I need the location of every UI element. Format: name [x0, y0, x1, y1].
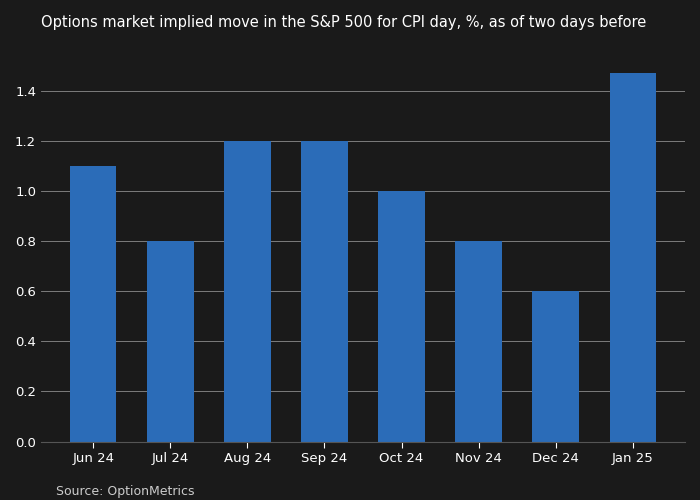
- Bar: [70, 166, 116, 441]
- Bar: [610, 74, 656, 442]
- Bar: [302, 141, 348, 442]
- Bar: [456, 241, 502, 442]
- Text: Options market implied move in the S&P 500 for CPI day, %, as of two days before: Options market implied move in the S&P 5…: [41, 15, 646, 30]
- Bar: [224, 141, 271, 442]
- Bar: [533, 292, 579, 442]
- Bar: [379, 191, 425, 442]
- Bar: [147, 241, 193, 442]
- Text: Source: OptionMetrics: Source: OptionMetrics: [56, 485, 195, 498]
